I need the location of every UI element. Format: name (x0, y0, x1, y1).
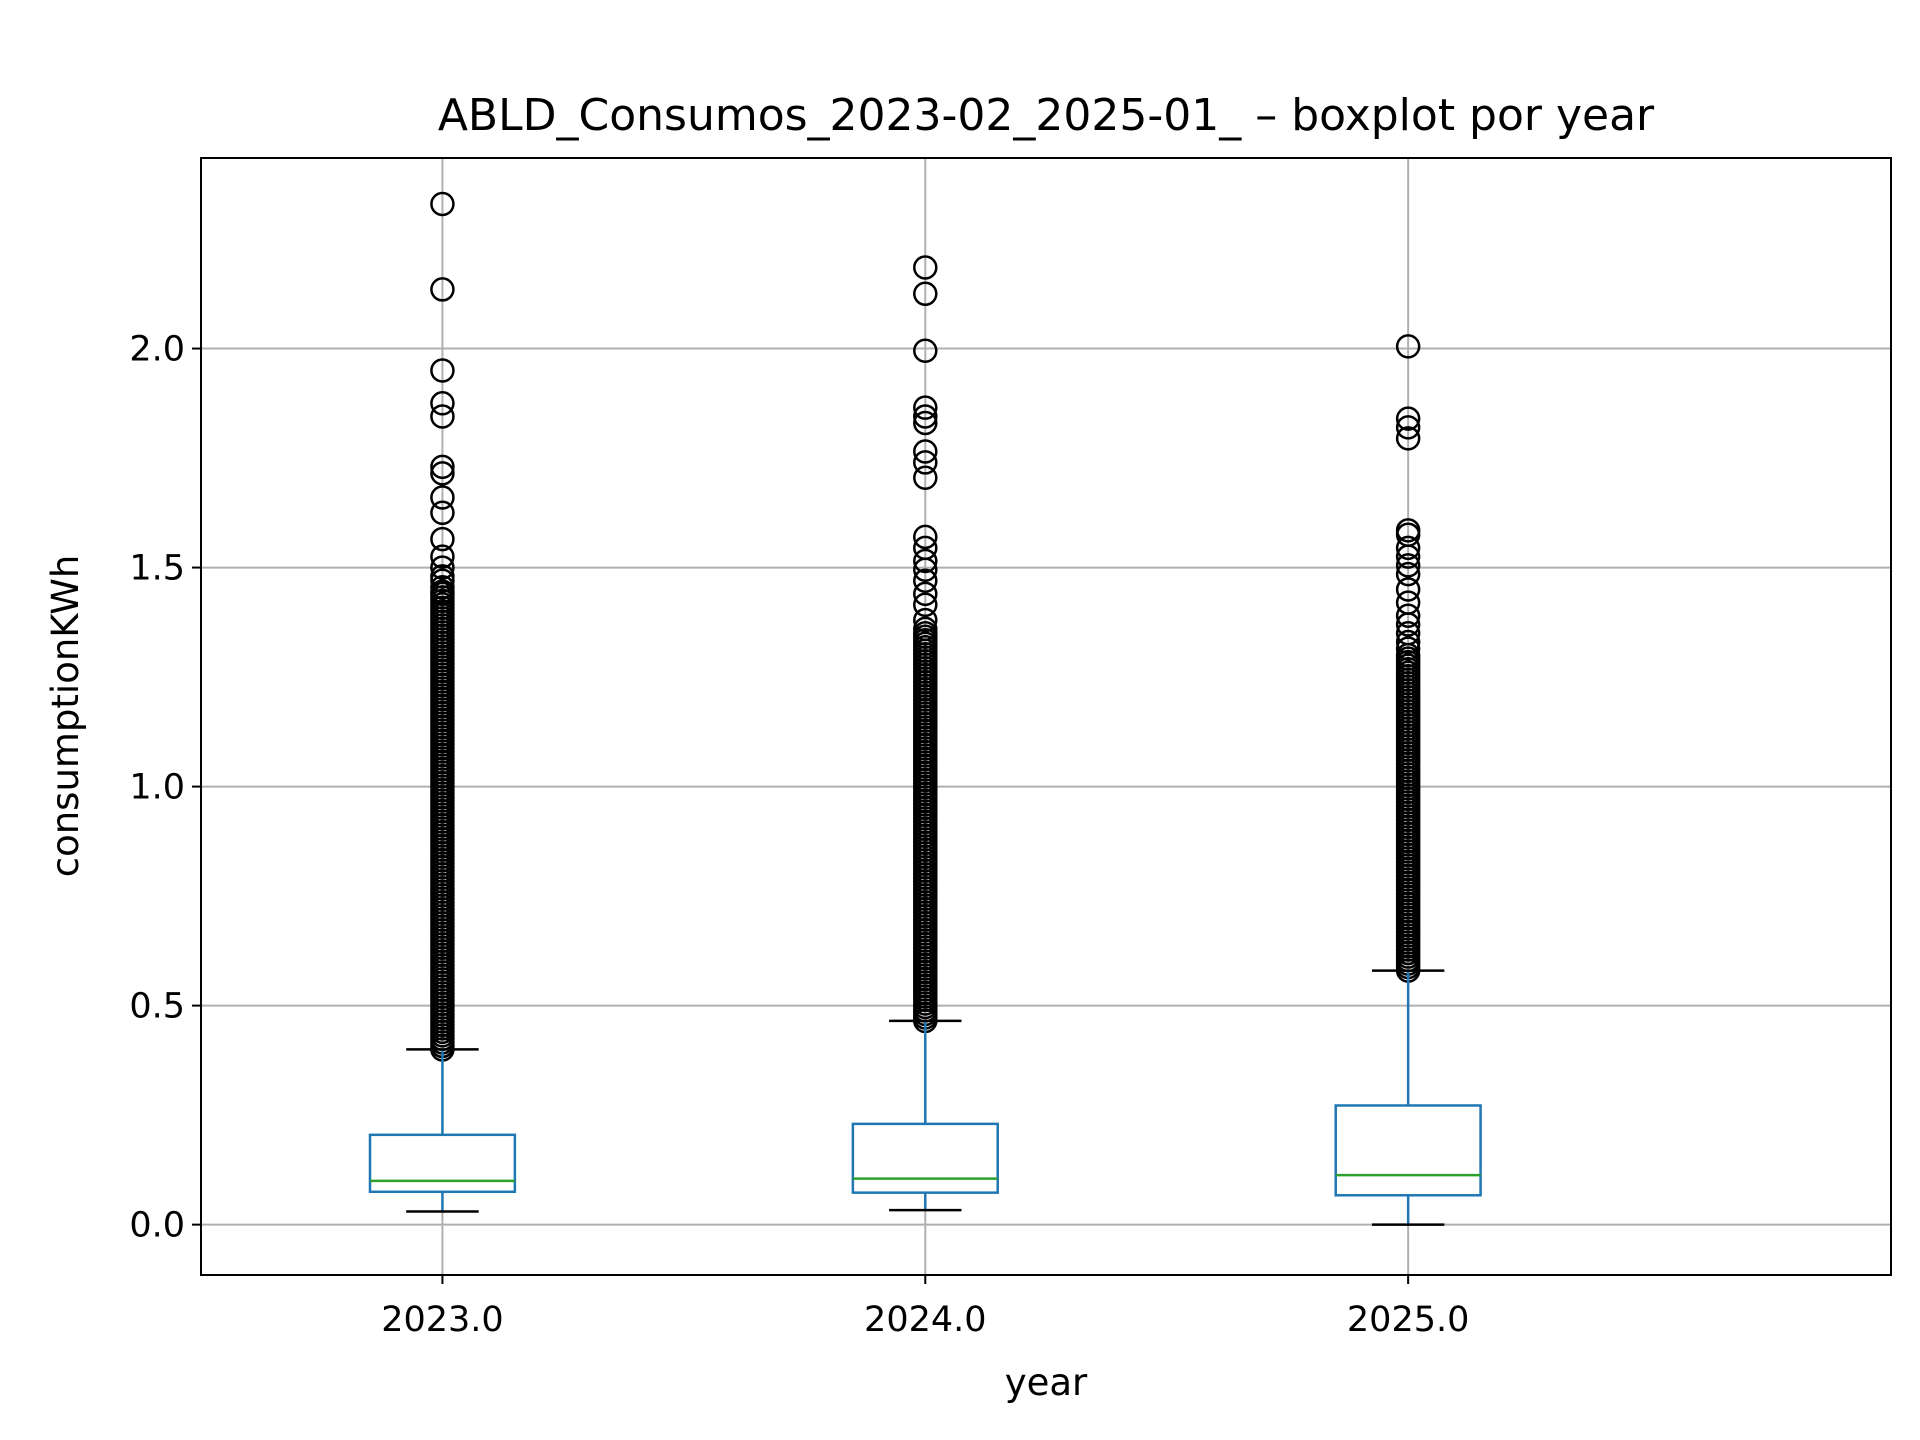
x-axis-label: year (1005, 1361, 1088, 1404)
outlier-point (913, 281, 938, 307)
outlier-point (1395, 603, 1421, 629)
outlier-point (1395, 612, 1421, 637)
outlier-point (913, 404, 938, 429)
outlier-point (1395, 561, 1421, 587)
box-group-2024.0 (851, 255, 999, 1212)
y-tick-label: 1.0 (129, 768, 185, 808)
outlier-point (430, 454, 455, 480)
outlier-point (1395, 406, 1421, 431)
outlier-point (1395, 544, 1421, 569)
outlier-point (430, 555, 455, 580)
outlier-point (1395, 415, 1421, 440)
outlier-point (913, 439, 938, 464)
box-group-2025.0 (1334, 334, 1482, 1226)
outlier-point (913, 548, 938, 574)
outlier-point (430, 391, 455, 416)
x-tick-label: 2025.0 (1347, 1300, 1469, 1340)
outlier-point (1395, 577, 1421, 602)
outlier-point (430, 404, 455, 429)
outlier-point (1395, 636, 1421, 661)
outlier-point (1395, 426, 1421, 451)
outlier-point (430, 579, 455, 604)
outlier-point (913, 557, 938, 583)
x-tick-label: 2023.0 (381, 1300, 503, 1340)
axis-ticks: 0.0 0.5 1.0 1.5 2.0 2023.0 2024.0 2025.0 (129, 330, 1469, 1340)
outlier-point (430, 544, 455, 569)
outlier-point (430, 191, 455, 217)
outlier-point (913, 410, 938, 436)
outlier-point (430, 500, 455, 526)
outlier-point (913, 581, 938, 607)
outlier-point (913, 524, 938, 550)
y-tick-label: 0.5 (129, 987, 185, 1027)
iqr-box (1334, 1104, 1482, 1197)
boxes (368, 191, 1482, 1226)
y-tick-label: 1.5 (129, 549, 185, 589)
outlier-point (913, 592, 938, 618)
outlier-point (1395, 535, 1421, 561)
outlier-point (430, 526, 455, 552)
chart-title: ABLD_Consumos_2023-02_2025-01_ – boxplot… (438, 90, 1655, 141)
box-group-2023.0 (368, 191, 517, 1213)
outlier-point (1395, 334, 1421, 359)
outlier-point (430, 461, 455, 486)
y-tick-label: 2.0 (129, 330, 185, 370)
outlier-point (913, 616, 938, 642)
outlier-point (1395, 621, 1421, 646)
x-tick-label: 2024.0 (864, 1300, 986, 1340)
outlier-point (1395, 553, 1421, 578)
outlier-point (913, 465, 938, 491)
iqr-box (368, 1133, 517, 1194)
outlier-point (913, 607, 938, 633)
outlier-point (913, 450, 938, 475)
outlier-point (430, 358, 455, 383)
y-axis-label: consumptionKWh (44, 555, 87, 878)
plot-frame (200, 157, 1892, 1276)
y-tick-label: 0.0 (129, 1206, 185, 1246)
iqr-box (851, 1122, 999, 1194)
outlier-point (430, 568, 455, 593)
outlier-point (913, 395, 938, 420)
outlier-point (913, 255, 938, 280)
outlier-point (430, 277, 455, 302)
outlier-point (913, 568, 938, 593)
outlier-point (913, 338, 938, 363)
outlier-point (430, 485, 455, 510)
outlier-point (1395, 629, 1421, 655)
